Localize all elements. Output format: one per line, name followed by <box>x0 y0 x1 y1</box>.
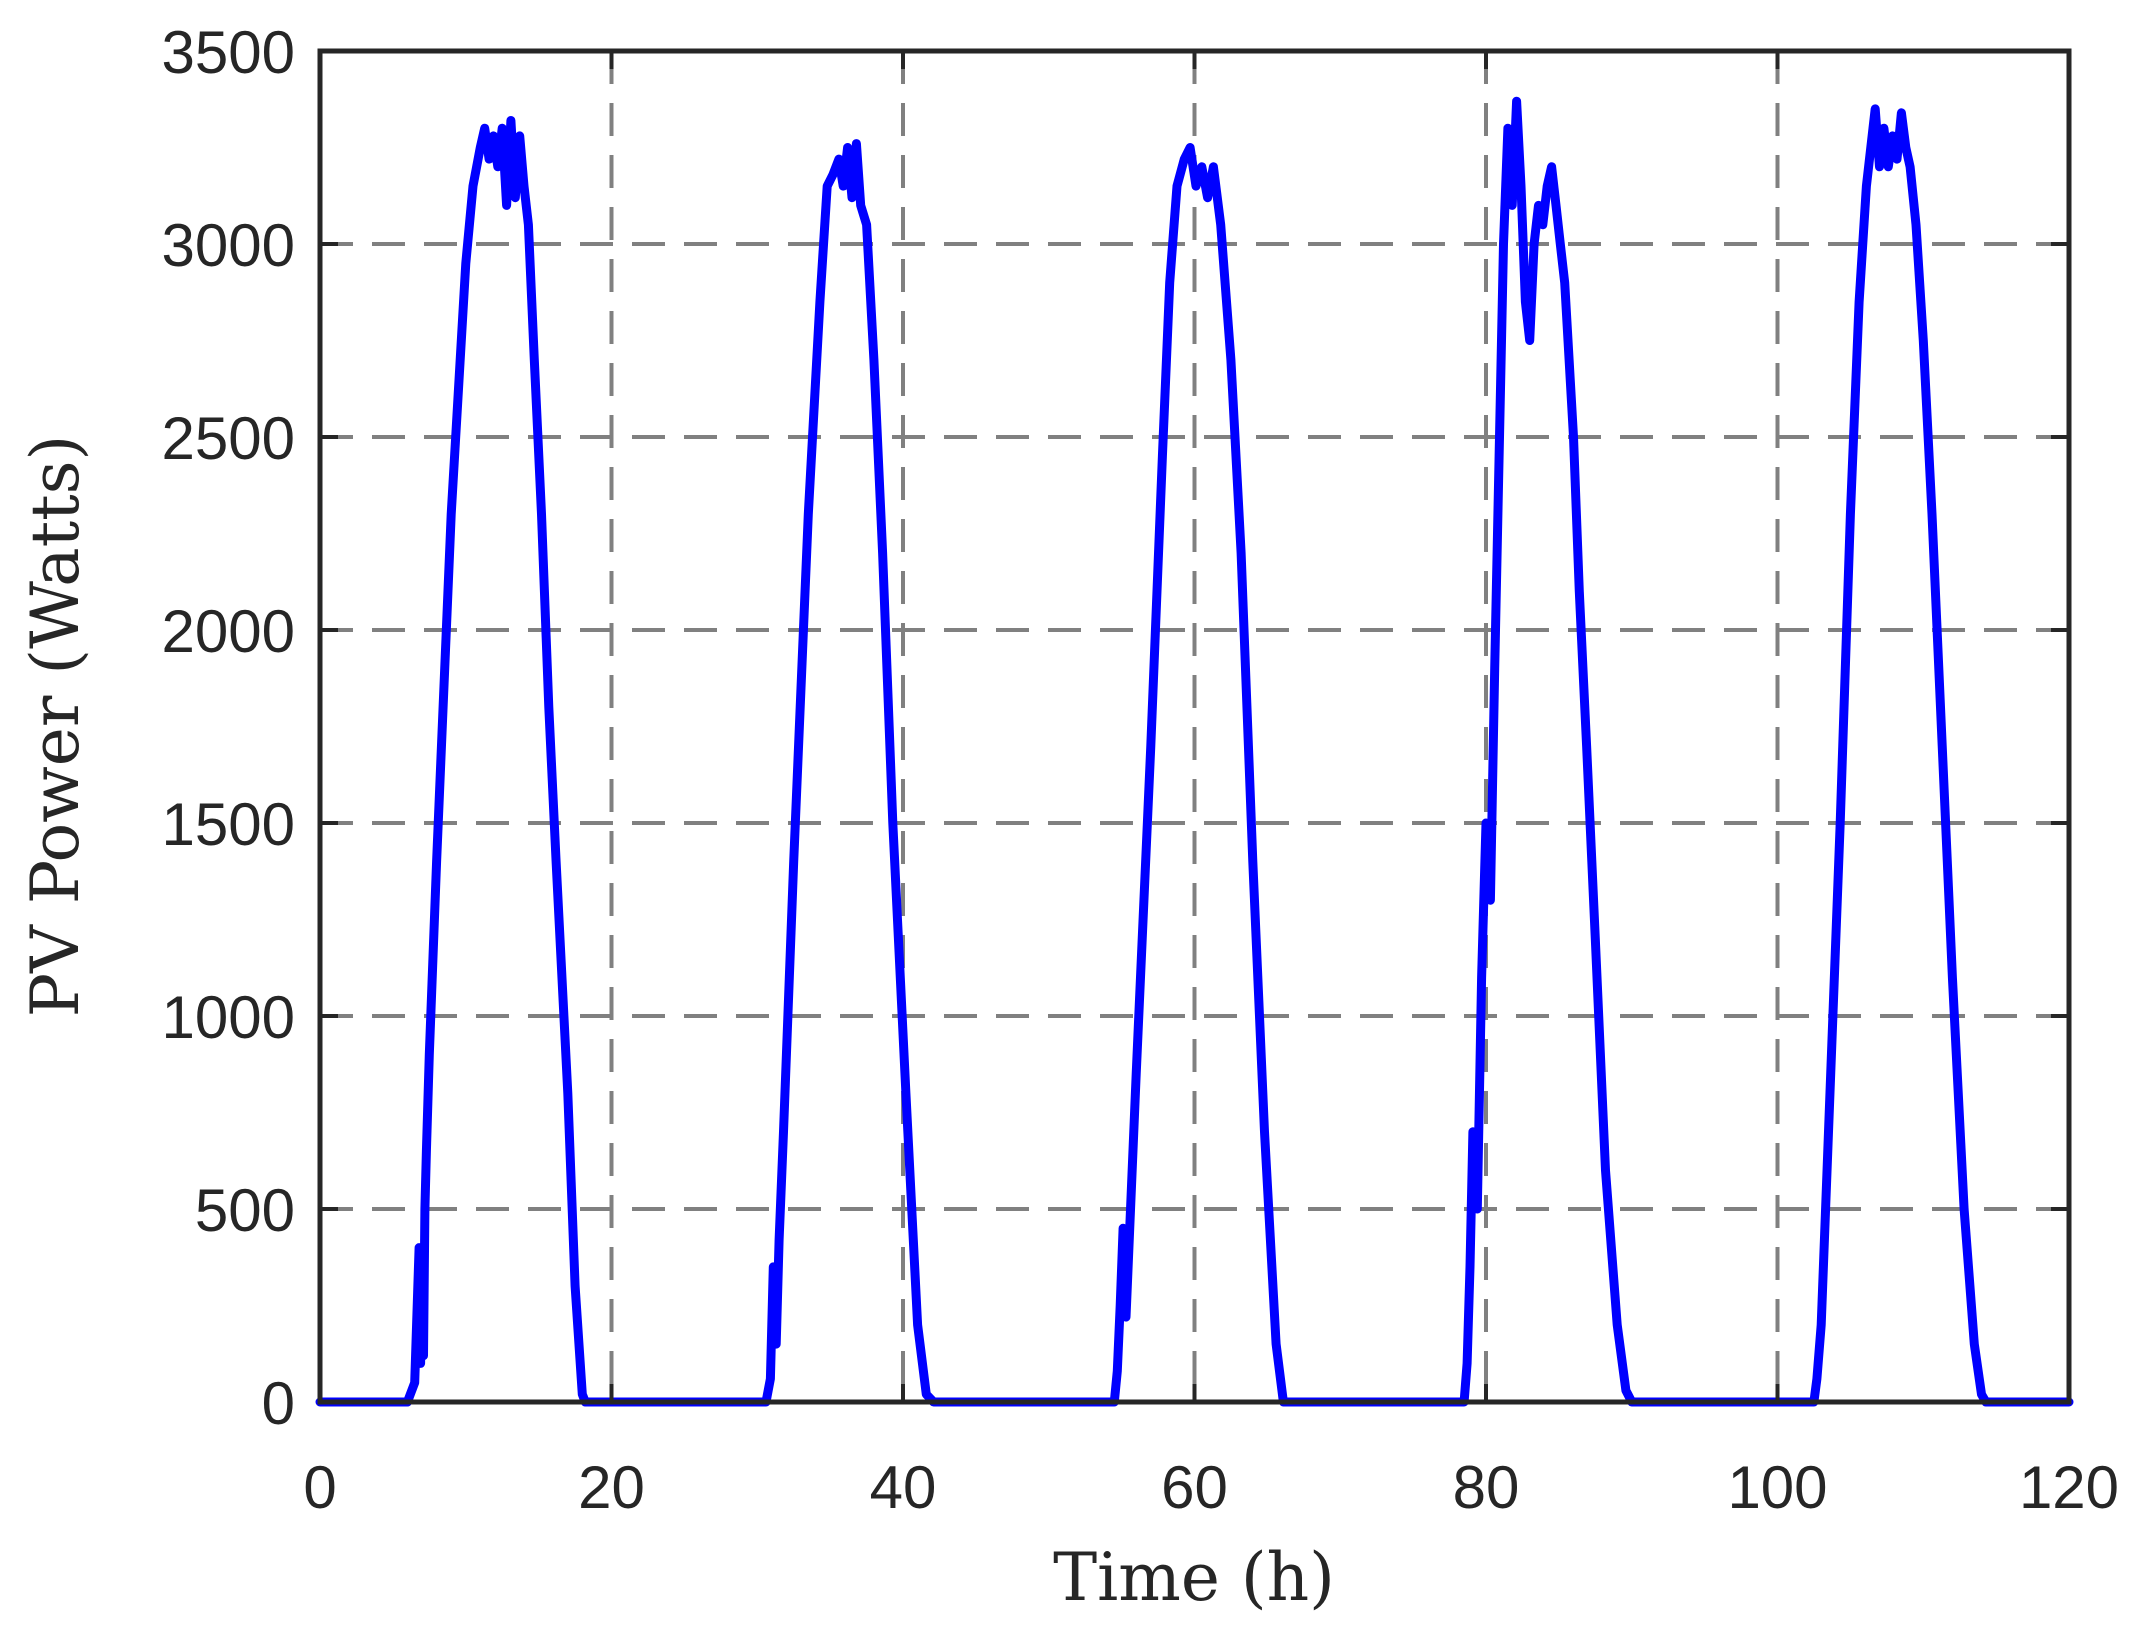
y-tick-label: 500 <box>195 1177 295 1244</box>
y-tick-label: 1500 <box>162 791 295 858</box>
x-tick-label: 20 <box>578 1454 645 1521</box>
x-axis-label: Time (h) <box>1053 1539 1335 1616</box>
x-tick-labels: 0 20 40 60 80 100 120 <box>303 1454 2119 1521</box>
y-tick-label: 0 <box>262 1370 295 1437</box>
x-tick-label: 100 <box>1727 1454 1827 1521</box>
x-tick-label: 60 <box>1161 1454 1228 1521</box>
pv-power-line <box>315 96 2074 1407</box>
x-tick-label: 120 <box>2019 1454 2119 1521</box>
y-tick-label: 1000 <box>162 984 295 1051</box>
y-tick-label: 2000 <box>162 598 295 665</box>
grid-lines <box>320 51 2069 1402</box>
y-tick-label: 3000 <box>162 212 295 279</box>
x-tick-label: 40 <box>870 1454 937 1521</box>
y-tick-labels: 0 500 1000 1500 2000 2500 3000 3500 <box>162 19 295 1437</box>
axis-ticks <box>318 49 2071 1404</box>
x-tick-label: 0 <box>303 1454 336 1521</box>
y-tick-label: 3500 <box>162 19 295 86</box>
y-tick-label: 2500 <box>162 405 295 472</box>
x-tick-label: 80 <box>1453 1454 1520 1521</box>
y-axis-label: PV Power (Watts) <box>17 435 94 1017</box>
data-series <box>315 96 2074 1407</box>
